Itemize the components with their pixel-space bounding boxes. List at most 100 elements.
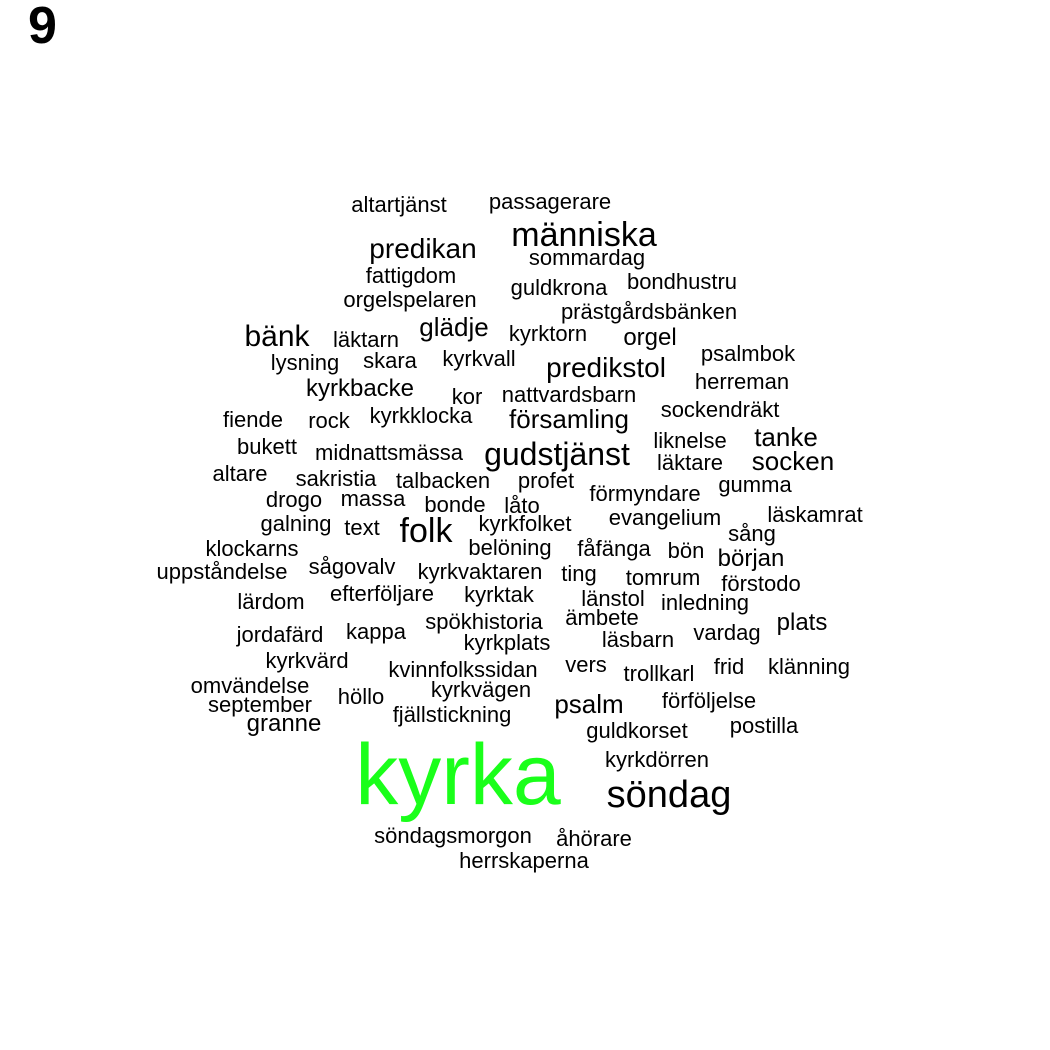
cloud-word: fåfänga <box>577 536 651 561</box>
cloud-word: åhörare <box>556 826 632 851</box>
cloud-word: förföljelse <box>661 688 757 713</box>
cloud-word: uppståndelse <box>156 559 288 584</box>
cloud-word: granne <box>246 710 322 737</box>
cloud-word: kor <box>451 384 483 409</box>
cloud-word: kyrkvägen <box>430 677 532 702</box>
cloud-word: söndag <box>606 774 732 816</box>
cloud-word: fiende <box>223 407 283 432</box>
cloud-word: efterföljare <box>330 581 434 606</box>
cloud-word: bön <box>667 538 705 563</box>
cloud-word: låto <box>504 493 540 518</box>
cloud-word: orgel <box>623 324 677 351</box>
cloud-word: liknelse <box>653 428 727 453</box>
cloud-word-highlighted: kyrka <box>355 727 561 823</box>
cloud-word: guldkrona <box>510 275 608 300</box>
cloud-word: jordafärd <box>236 622 324 647</box>
cloud-word: bondhustru <box>626 269 738 294</box>
cloud-word: galning <box>260 511 332 536</box>
cloud-word: tomrum <box>625 565 701 590</box>
cloud-word: kyrkklocka <box>369 403 473 428</box>
cloud-word: orgelspelaren <box>343 287 477 312</box>
cloud-word: söndagsmorgon <box>374 823 532 848</box>
cloud-word: kyrktorn <box>508 321 588 346</box>
cloud-word: drogo <box>265 487 323 512</box>
cloud-word: kyrkvaktaren <box>417 559 543 584</box>
cloud-word: socken <box>751 446 835 476</box>
cloud-word: predikstol <box>546 352 666 383</box>
cloud-word: sakristia <box>295 466 377 491</box>
cloud-word: postilla <box>729 713 799 738</box>
cloud-word: kyrkplats <box>463 630 551 655</box>
cloud-word: evangelium <box>608 505 722 530</box>
cloud-word: massa <box>340 486 406 511</box>
cloud-word: gudstjänst <box>484 436 630 472</box>
cloud-word: bukett <box>237 434 297 459</box>
cloud-word: länstol <box>581 586 645 611</box>
cloud-word: altare <box>212 461 268 486</box>
cloud-word: kyrkbacke <box>305 375 415 402</box>
cloud-word: herreman <box>694 369 790 394</box>
cloud-word: nattvardsbarn <box>501 382 637 407</box>
cloud-word: omvändelse <box>190 673 310 698</box>
cloud-word: höllo <box>337 684 385 709</box>
cloud-word: kyrkvärd <box>265 648 349 673</box>
cloud-word: början <box>717 545 785 572</box>
cloud-word: lärdom <box>237 589 305 614</box>
cloud-word: altartjänst <box>351 192 447 217</box>
cloud-word: klänning <box>768 654 850 679</box>
cloud-word: kvinnfolkssidan <box>388 657 538 682</box>
cloud-word: profet <box>517 468 575 493</box>
cloud-word: kappa <box>346 619 406 644</box>
cloud-word: passagerare <box>488 189 612 214</box>
cloud-word: folk <box>399 512 453 550</box>
cloud-word: skara <box>363 348 417 373</box>
cloud-word: talbacken <box>395 468 491 493</box>
cloud-word: gumma <box>718 472 792 497</box>
cloud-word: klockarns <box>205 536 299 561</box>
cloud-word: tanke <box>754 422 818 452</box>
cloud-word: plats <box>776 609 828 636</box>
cloud-word: glädje <box>419 312 489 342</box>
cloud-word: spökhistoria <box>425 609 543 634</box>
cloud-word: september <box>208 692 312 717</box>
cloud-word: fattigdom <box>365 263 457 288</box>
cloud-word: kyrkdörren <box>605 747 709 772</box>
cloud-word: sockendräkt <box>660 397 780 422</box>
cloud-word: belöning <box>468 535 552 560</box>
cloud-word: predikan <box>369 233 477 264</box>
cloud-word: sågovalv <box>308 554 396 579</box>
cloud-word: text <box>344 515 380 540</box>
cloud-word: församling <box>509 404 629 434</box>
cloud-word: vardag <box>693 620 761 645</box>
cloud-word: människa <box>511 216 657 254</box>
cloud-word: sång <box>728 521 776 546</box>
panel-label: 9 <box>28 0 57 55</box>
cloud-word: kyrktak <box>464 582 534 607</box>
cloud-word: förmyndare <box>589 481 701 506</box>
cloud-word: förstodo <box>721 571 801 596</box>
cloud-word: sommardag <box>528 245 646 270</box>
cloud-word: bänk <box>244 320 310 353</box>
cloud-word: ting <box>561 561 597 586</box>
cloud-word: kyrkvall <box>442 346 516 371</box>
cloud-word: lysning <box>270 350 340 375</box>
cloud-word: guldkorset <box>586 718 688 743</box>
cloud-word: inledning <box>660 590 750 615</box>
cloud-word: vers <box>565 652 607 677</box>
cloud-word: trollkarl <box>623 661 695 686</box>
cloud-word: frid <box>713 654 745 679</box>
cloud-word: psalmbok <box>700 341 796 366</box>
cloud-word: prästgårdsbänken <box>560 299 738 324</box>
cloud-word: kyrkfolket <box>478 511 572 536</box>
cloud-word: läskamrat <box>767 502 863 527</box>
cloud-word: läktarn <box>332 327 400 352</box>
cloud-word: ämbete <box>565 605 639 630</box>
cloud-word: psalm <box>554 689 624 719</box>
cloud-word: läsbarn <box>601 627 675 652</box>
cloud-word: herrskaperna <box>459 848 589 873</box>
cloud-word: midnattsmässa <box>315 440 463 465</box>
cloud-word: fjällstickning <box>392 702 512 727</box>
cloud-word: rock <box>308 408 350 433</box>
cloud-word: bonde <box>424 492 486 517</box>
